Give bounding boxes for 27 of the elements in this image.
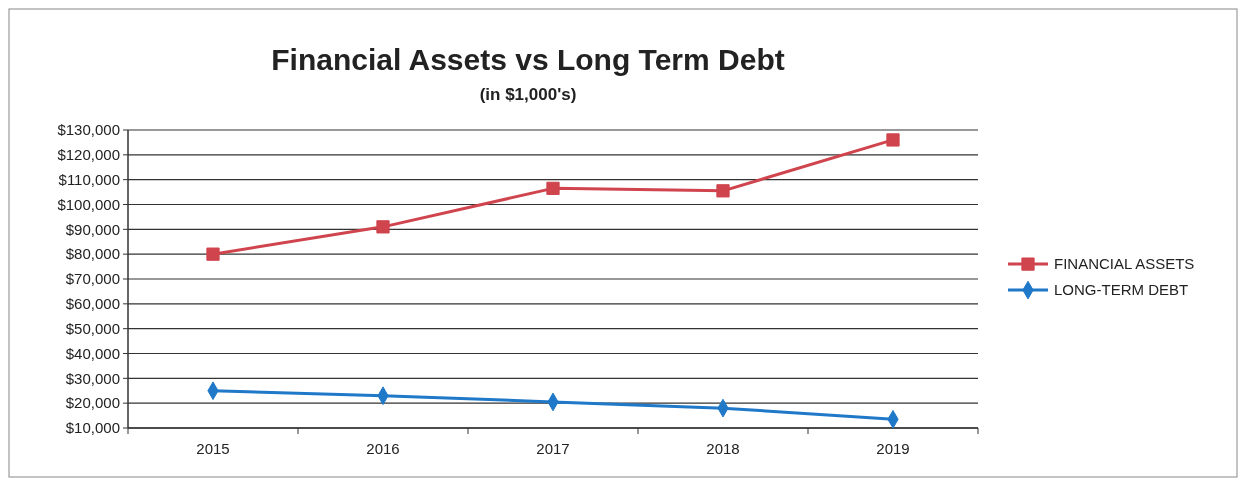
legend-label: FINANCIAL ASSETS: [1054, 255, 1195, 273]
y-tick-label: $50,000: [65, 319, 120, 337]
x-tick-label: 2018: [706, 440, 740, 457]
y-tick-label: $10,000: [65, 419, 120, 437]
chart-subtitle: (in $1,000's): [479, 85, 577, 104]
x-tick-label: 2016: [366, 440, 400, 457]
point: [206, 247, 220, 261]
y-tick-label: $70,000: [65, 270, 120, 288]
legend-label: LONG-TERM DEBT: [1054, 281, 1189, 299]
point: [716, 184, 730, 198]
y-tick-label: $120,000: [57, 146, 120, 164]
y-tick-label: $40,000: [65, 344, 120, 362]
point: [376, 220, 390, 234]
y-tick-label: $60,000: [65, 295, 120, 313]
point: [886, 133, 900, 147]
y-tick-label: $90,000: [65, 220, 120, 238]
y-tick-label: $20,000: [65, 394, 120, 412]
x-tick-label: 2017: [536, 440, 570, 457]
y-tick-label: $30,000: [65, 369, 120, 387]
x-tick-label: 2019: [876, 440, 910, 457]
point: [546, 181, 560, 195]
x-tick-label: 2015: [196, 440, 230, 457]
y-tick-label: $80,000: [65, 245, 120, 263]
chart-title: Financial Assets vs Long Term Debt: [271, 43, 785, 76]
y-tick-label: $100,000: [57, 195, 120, 213]
y-tick-label: $110,000: [58, 170, 120, 188]
y-tick-label: $130,000: [57, 121, 120, 139]
